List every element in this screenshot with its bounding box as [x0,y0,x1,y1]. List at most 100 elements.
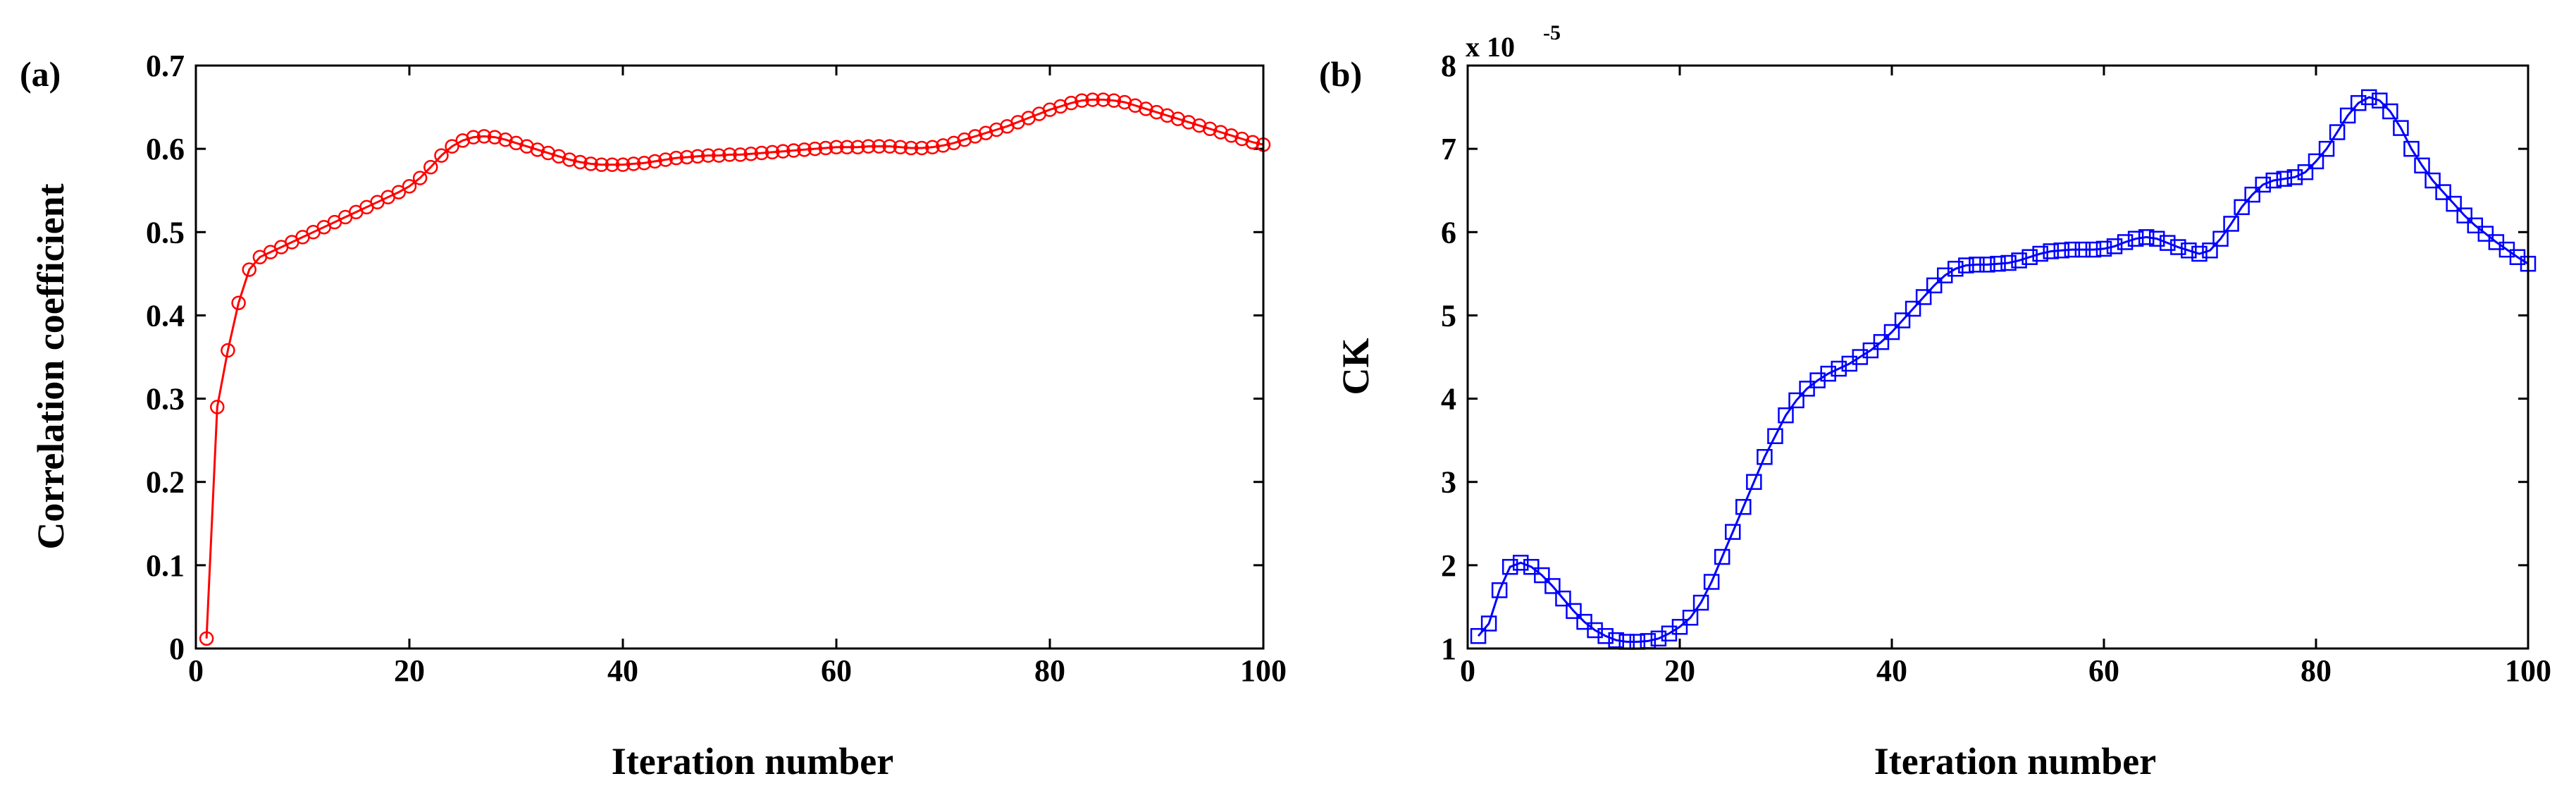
x-tick-label-a: 20 [394,653,425,688]
data-point-a [594,157,609,172]
data-point-a [199,631,214,646]
data-point-b [2403,140,2420,157]
data-point-a [1075,93,1089,108]
data-point-a [893,140,908,155]
data-point-a [754,145,769,161]
data-point-a [1053,99,1068,114]
data-point-b [2382,103,2398,120]
data-point-b [1491,582,1508,598]
y-axis-title-a: Correlation coefficient [30,183,72,549]
x-tick-label-a: 0 [188,653,204,688]
data-point-a [637,155,652,171]
data-point-b [1544,578,1561,594]
x-tick-label-b: 20 [1664,653,1695,688]
data-point-a [530,142,545,157]
data-point-a [839,140,855,155]
data-point-a [412,171,428,185]
y-tick-label-b: 1 [1441,632,1456,666]
x-tick-label-b: 40 [1876,653,1907,688]
y-tick-label-a: 0.5 [146,215,185,250]
data-point-a [903,140,919,156]
data-point-b [2000,254,2017,271]
data-point-a [818,140,834,156]
ticks-b: 0 20 40 60 80 100 1 2 3 4 5 6 7 8 [1441,49,2551,688]
data-point-b [2425,172,2441,189]
data-point-b [2127,230,2144,247]
data-point-b [1703,574,1720,590]
y-tick-label-b: 4 [1441,382,1456,417]
data-point-a [957,132,972,147]
data-point-a [648,154,662,169]
data-point-a [1042,102,1058,117]
data-point-a [1181,115,1196,130]
data-point-b [1948,261,1964,277]
data-point-b [1990,255,2006,272]
data-point-a [989,122,1004,137]
data-point-a [605,157,620,172]
data-point-b [1534,567,1550,584]
data-point-b [2393,120,2409,136]
data-point-a [1117,94,1132,110]
data-point-b [1958,257,1974,273]
series-a [199,92,1271,646]
data-point-b [2477,226,2494,242]
panel-label-a: (a) [20,54,61,94]
data-point-a [669,150,683,166]
plot-frame-b [1466,64,2529,650]
data-point-a [967,129,983,144]
data-point-b [2446,195,2462,212]
y-tick-label-b: 7 [1441,132,1456,166]
data-point-a [242,262,256,277]
data-point-a [210,400,225,414]
x-axis-title-a: Iteration number [612,740,893,782]
data-point-a [690,149,705,164]
x-tick-label-b: 60 [2088,653,2119,688]
x-tick-label-b: 80 [2301,653,2332,688]
data-point-b [1725,524,1741,540]
data-point-b [2361,89,2377,106]
data-point-a [1245,135,1261,149]
data-point-b [1894,312,1911,328]
data-point-b [1501,558,1518,575]
y-tick-label-a: 0.1 [146,548,185,583]
data-point-b [1566,603,1582,620]
data-point-a [1160,108,1175,123]
data-point-a [1213,125,1228,140]
data-point-a [573,154,588,170]
y-tick-label-a: 0.7 [146,49,185,83]
data-point-b [1820,365,1836,382]
data-point-a [551,149,566,164]
data-point-a [743,146,759,161]
data-point-b [2074,241,2091,258]
data-point-b [1905,300,1921,317]
data-point-b [1555,590,1571,607]
data-point-b [2138,229,2155,245]
data-point-a [936,138,950,153]
data-point-b [2064,241,2081,258]
data-point-b [2297,164,2314,180]
data-point-b [2095,240,2112,257]
data-point-b [2149,230,2165,247]
data-point-a [1096,92,1110,107]
y-tick-label-b: 5 [1441,298,1456,333]
data-point-a [807,141,822,156]
data-point-b [1587,622,1603,639]
data-point-b [2329,124,2346,140]
data-point-b [2255,176,2271,193]
data-point-a [487,130,502,145]
data-point-a [1170,111,1186,126]
y-tick-label-a: 0 [169,632,185,666]
data-point-b [2032,245,2048,262]
data-point-a [626,156,641,171]
data-point-a [1127,98,1143,113]
data-point-b [1969,257,1985,273]
data-point-b [1513,555,1529,571]
data-point-a [861,139,876,154]
data-point-b [2043,243,2059,259]
data-point-a [476,129,492,144]
data-point-b [2170,239,2186,255]
y-tick-label-b: 6 [1441,215,1456,250]
series-line-a [205,98,1264,639]
data-point-a [1224,128,1239,143]
